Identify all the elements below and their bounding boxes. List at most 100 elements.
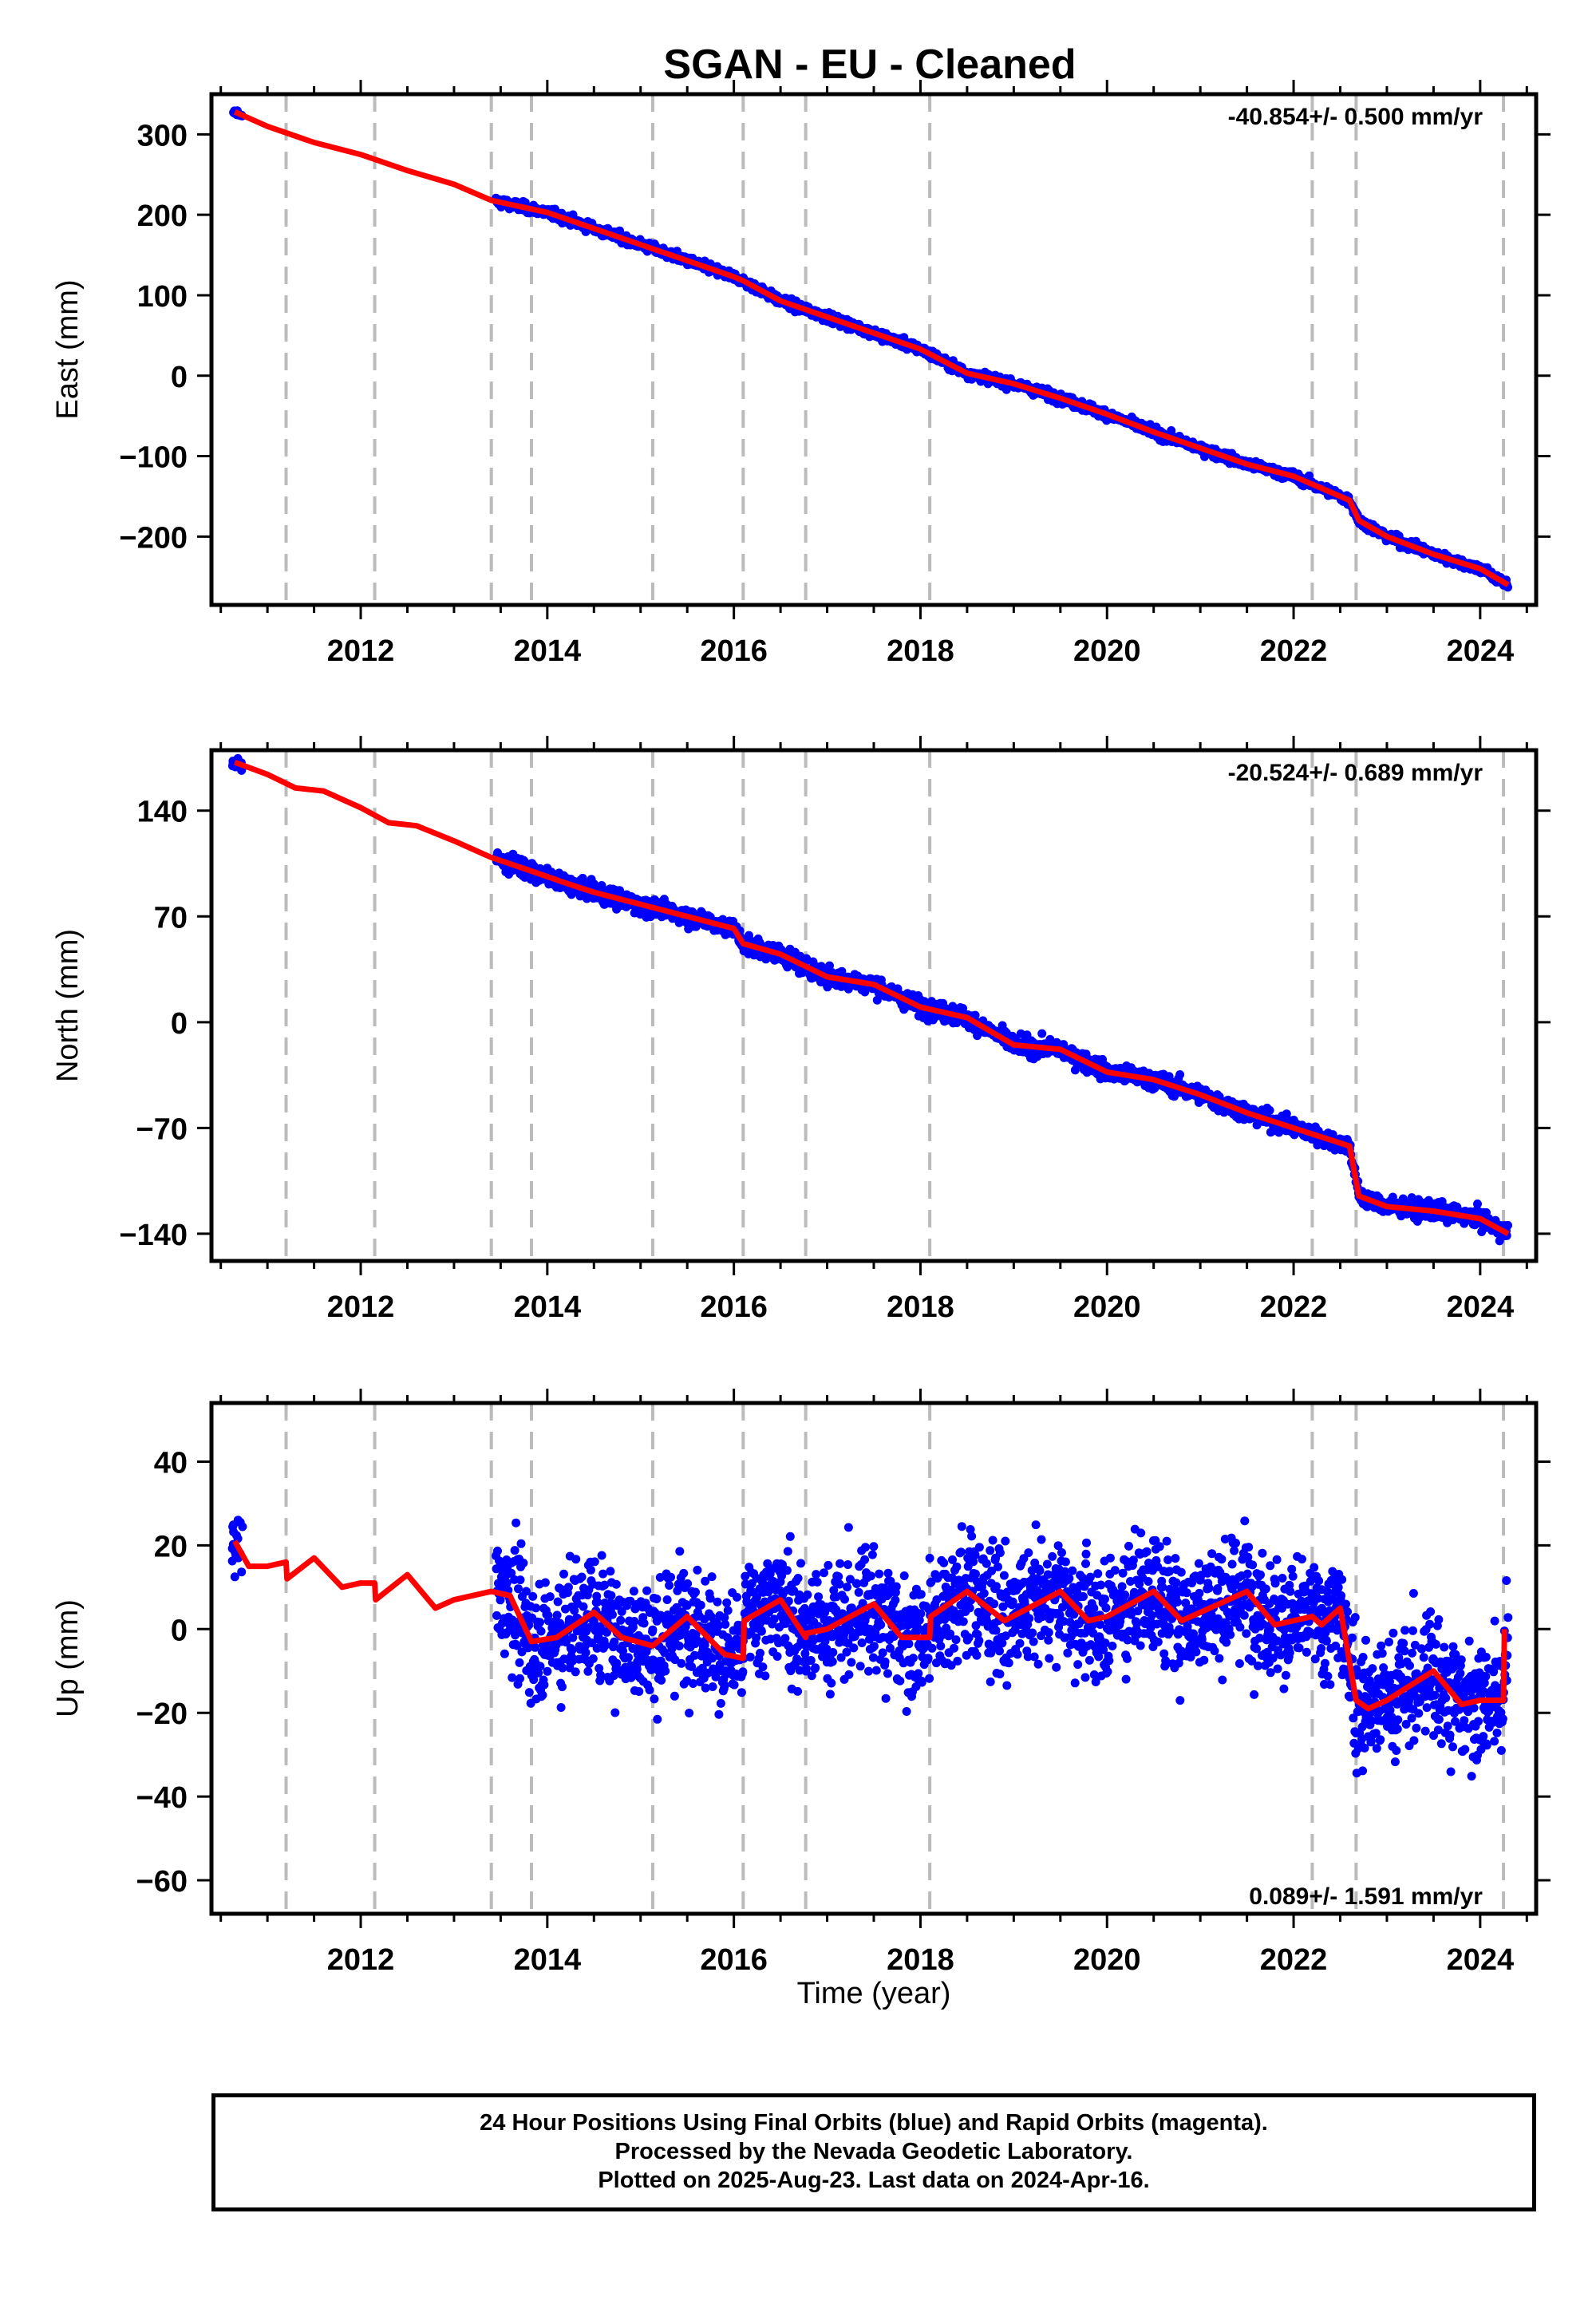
data-point bbox=[492, 1611, 501, 1620]
data-point bbox=[606, 1567, 615, 1576]
data-point bbox=[670, 1691, 679, 1701]
data-point bbox=[722, 1598, 732, 1607]
data-point bbox=[609, 1671, 618, 1681]
data-point bbox=[1265, 1105, 1274, 1115]
data-point bbox=[958, 1004, 968, 1013]
data-point bbox=[674, 1642, 684, 1650]
data-point bbox=[512, 1641, 522, 1650]
observation-points bbox=[229, 106, 1512, 592]
y-tick-label: −100 bbox=[119, 441, 188, 475]
data-point bbox=[496, 1595, 505, 1605]
y-tick-label: −200 bbox=[119, 521, 188, 555]
y-tick-label: 0 bbox=[171, 1007, 188, 1041]
data-point bbox=[741, 1571, 750, 1581]
data-point bbox=[691, 1630, 701, 1639]
data-point bbox=[616, 1615, 626, 1625]
x-tick-label: 2022 bbox=[1260, 634, 1328, 668]
x-tick-label: 2024 bbox=[1447, 634, 1515, 668]
data-point bbox=[597, 1551, 606, 1560]
data-point bbox=[701, 1576, 710, 1586]
y-tick-label: 0 bbox=[171, 361, 188, 394]
x-tick-label: 2020 bbox=[1073, 1290, 1141, 1324]
data-point bbox=[558, 1682, 567, 1692]
data-point bbox=[528, 1591, 538, 1601]
data-point bbox=[507, 1568, 516, 1578]
rate-annotation: -40.854+/- 0.500 mm/yr bbox=[1228, 104, 1483, 130]
data-point bbox=[652, 1595, 662, 1603]
data-point bbox=[500, 1649, 509, 1658]
data-point bbox=[567, 1646, 577, 1655]
data-point bbox=[713, 1621, 723, 1630]
data-point bbox=[516, 1539, 526, 1548]
data-point bbox=[793, 1686, 803, 1696]
data-point bbox=[737, 1688, 746, 1697]
data-point bbox=[512, 1518, 521, 1528]
data-point bbox=[543, 1616, 553, 1626]
data-point bbox=[524, 1688, 534, 1697]
y-tick-label: 70 bbox=[154, 901, 188, 935]
data-point bbox=[796, 1559, 805, 1568]
data-point bbox=[763, 1559, 772, 1568]
data-point bbox=[563, 1583, 573, 1592]
data-point bbox=[592, 1643, 602, 1653]
data-point bbox=[624, 1653, 633, 1662]
data-point bbox=[720, 1681, 729, 1690]
x-tick-label: 2022 bbox=[1260, 1290, 1328, 1324]
data-point bbox=[753, 1592, 761, 1602]
data-point bbox=[679, 1568, 689, 1578]
data-point bbox=[595, 1664, 604, 1673]
data-point bbox=[738, 1667, 748, 1677]
panel-east: 2012 2014 2016 2018 2020 2022 20243002001000−1… bbox=[51, 80, 1551, 668]
x-tick-label: 2024 bbox=[1447, 1290, 1515, 1324]
data-point bbox=[837, 966, 847, 976]
observation-points bbox=[227, 1516, 1513, 1781]
rate-annotation: -20.524+/- 0.689 mm/yr bbox=[1228, 760, 1483, 786]
data-point bbox=[607, 1610, 617, 1619]
data-point bbox=[696, 1600, 705, 1610]
data-point bbox=[650, 1694, 659, 1704]
data-point bbox=[553, 1597, 563, 1607]
data-point bbox=[571, 1555, 581, 1564]
data-point bbox=[801, 1664, 811, 1674]
data-point bbox=[760, 1597, 769, 1607]
data-point bbox=[780, 1634, 790, 1643]
data-point bbox=[689, 1679, 697, 1688]
data-point bbox=[708, 1682, 717, 1691]
data-point bbox=[757, 1577, 767, 1587]
y-axis-label: East (mm) bbox=[51, 279, 85, 419]
data-point bbox=[543, 1666, 552, 1676]
data-point bbox=[552, 1611, 562, 1620]
data-point bbox=[493, 1546, 502, 1555]
x-tick-label: 2016 bbox=[700, 1290, 768, 1324]
data-point bbox=[583, 1666, 593, 1676]
y-tick-label: 200 bbox=[137, 200, 188, 233]
data-point bbox=[610, 1708, 620, 1717]
data-point bbox=[670, 1655, 680, 1665]
data-point bbox=[691, 1587, 700, 1597]
data-point bbox=[586, 1565, 595, 1575]
model-line bbox=[233, 109, 1510, 587]
x-tick-label: 2012 bbox=[327, 634, 395, 668]
data-point bbox=[687, 1662, 697, 1671]
data-point bbox=[645, 1686, 654, 1694]
data-point bbox=[1282, 1109, 1291, 1119]
y-tick-label: 300 bbox=[137, 119, 188, 152]
y-tick-label: −140 bbox=[119, 1219, 188, 1252]
x-tick-label: 2020 bbox=[1073, 634, 1141, 668]
data-point bbox=[693, 1565, 702, 1575]
data-point bbox=[677, 1658, 686, 1668]
data-point bbox=[720, 1613, 729, 1622]
data-point bbox=[757, 1626, 766, 1636]
data-point bbox=[783, 1547, 792, 1556]
data-point bbox=[662, 1595, 672, 1604]
data-point bbox=[510, 1546, 519, 1555]
data-point bbox=[632, 1665, 642, 1674]
data-point bbox=[571, 1667, 580, 1677]
data-point bbox=[508, 1673, 517, 1682]
data-point bbox=[630, 1617, 639, 1626]
data-point bbox=[558, 1663, 567, 1673]
x-tick-label: 2018 bbox=[887, 634, 954, 668]
panel-north: 2012 2014 2016 2018 2020 2022 2024140700−70−14… bbox=[51, 736, 1551, 1324]
data-point bbox=[1503, 1220, 1512, 1230]
data-point bbox=[970, 1010, 980, 1020]
